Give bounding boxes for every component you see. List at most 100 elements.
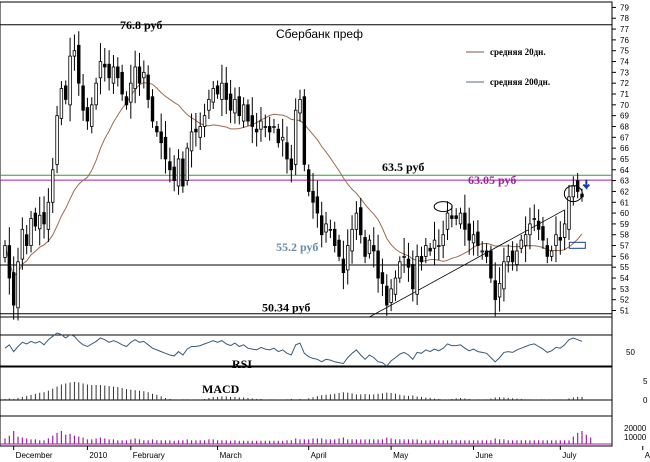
candle	[333, 221, 337, 253]
candle-body	[489, 250, 493, 279]
x-tick-label: July	[562, 451, 576, 460]
candle	[46, 188, 51, 242]
candle-body	[267, 126, 272, 133]
candle-body	[263, 126, 268, 128]
candle	[215, 80, 220, 99]
candle-body	[571, 185, 576, 198]
candle	[380, 258, 385, 297]
candle-body	[471, 234, 476, 244]
candle	[419, 246, 424, 271]
candle	[276, 123, 281, 148]
y-tick-label-52: 52	[620, 296, 629, 305]
candle-body	[98, 61, 103, 79]
candle-body	[476, 231, 480, 246]
chart-title: Сбербанк преф	[276, 27, 363, 41]
candle	[194, 112, 198, 147]
candle-body	[289, 158, 294, 171]
candle	[293, 98, 298, 176]
candle-body	[129, 82, 133, 103]
candle-body	[363, 237, 367, 257]
candle-body	[124, 96, 129, 106]
candle	[289, 144, 294, 183]
candle	[29, 210, 33, 253]
candle	[398, 256, 402, 283]
marker-box	[568, 241, 586, 249]
y-tick-label-70: 70	[620, 101, 629, 110]
candle	[202, 103, 207, 138]
candle	[549, 245, 554, 262]
candle	[129, 64, 133, 119]
candle	[567, 184, 571, 241]
candle	[519, 234, 523, 254]
candle-body	[424, 245, 428, 257]
down-arrow-icon	[582, 179, 591, 190]
candle	[120, 64, 124, 101]
candle	[476, 220, 480, 257]
volume-tick-20000: 20000	[624, 424, 647, 433]
candle-body	[402, 255, 406, 258]
volume-panel: 20000 10000	[0, 415, 647, 447]
candle-body	[116, 66, 120, 79]
candle-body	[155, 126, 159, 133]
candle-body	[554, 234, 558, 246]
candle-body	[497, 283, 502, 298]
candle-body	[536, 220, 541, 230]
candle	[250, 97, 254, 144]
candle	[458, 207, 463, 229]
candle-body	[250, 115, 254, 127]
support-trend-line	[369, 209, 565, 318]
price-annotation: 50.34 руб	[262, 301, 310, 315]
candle-body	[445, 212, 450, 230]
candle-body	[432, 239, 437, 249]
candle	[133, 50, 137, 104]
candle-body	[233, 99, 237, 114]
candle	[64, 80, 68, 105]
candle-body	[72, 50, 77, 57]
candle-body	[59, 88, 64, 119]
candle-body	[133, 66, 137, 89]
candle	[233, 87, 237, 124]
candle-body	[532, 218, 536, 220]
candle-body	[480, 250, 484, 253]
candle	[42, 196, 46, 239]
candle-body	[29, 218, 33, 246]
candle-body	[150, 96, 155, 122]
candle	[354, 201, 359, 241]
candle	[51, 157, 55, 213]
candle	[372, 227, 376, 268]
candle-body	[103, 63, 107, 68]
y-tick-label-53: 53	[620, 285, 629, 294]
candle-body	[280, 136, 285, 141]
candle	[3, 240, 7, 263]
candle-body	[215, 85, 220, 95]
y-tick-label-55: 55	[620, 263, 629, 272]
candle-body	[254, 128, 259, 133]
candle	[228, 79, 233, 123]
candle	[224, 66, 228, 115]
candle	[545, 237, 549, 264]
candle	[94, 77, 98, 110]
candle	[406, 242, 411, 282]
candle-body	[319, 215, 324, 236]
candle	[103, 48, 107, 82]
candle-body	[333, 228, 337, 246]
candle-body	[406, 258, 411, 268]
candle	[155, 121, 159, 137]
candle	[337, 234, 341, 262]
candle	[463, 194, 467, 246]
candle-body	[328, 228, 333, 231]
candle-body	[64, 85, 68, 100]
candle	[7, 227, 12, 295]
candle	[20, 217, 25, 270]
candle-body	[341, 258, 346, 274]
candle-body	[450, 215, 454, 219]
candle	[497, 267, 502, 312]
candle-body	[545, 245, 549, 257]
candle	[506, 244, 510, 273]
x-tick-label: April	[311, 451, 327, 460]
candle-body	[77, 44, 81, 84]
candle-body	[346, 245, 350, 271]
y-tick-label-72: 72	[620, 79, 629, 88]
candle-body	[528, 223, 532, 236]
